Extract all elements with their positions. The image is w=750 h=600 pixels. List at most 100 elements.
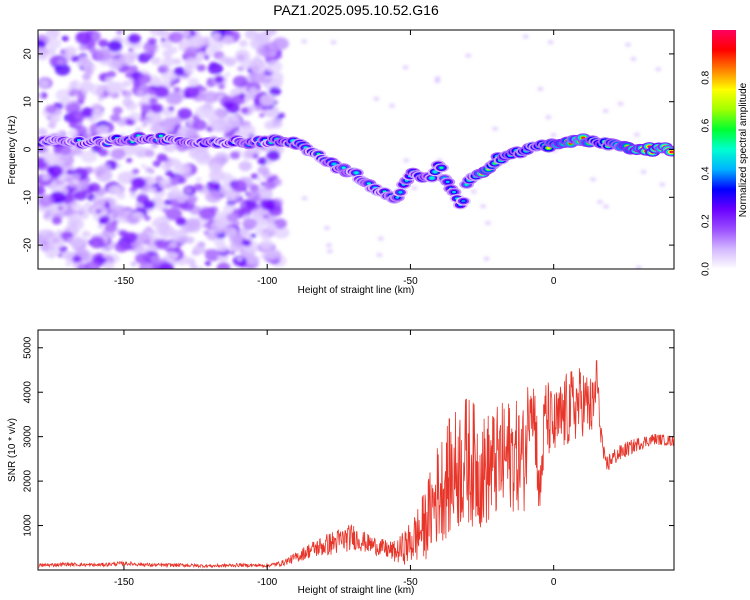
figure-title: PAZ1.2025.095.10.52.G16 [273, 2, 439, 18]
noise-blob [47, 38, 62, 50]
noise-blob [81, 230, 91, 238]
noise-blob [186, 257, 194, 263]
noise-blob [260, 181, 267, 186]
noise-blob [259, 113, 265, 118]
noise-blob [78, 44, 87, 52]
noise-blob [330, 40, 337, 45]
noise-blob [57, 205, 64, 211]
noise-blob [635, 265, 642, 269]
noise-blob [121, 89, 133, 98]
noise-blob [165, 170, 174, 177]
noise-blob [229, 250, 236, 255]
noise-blob [79, 80, 94, 92]
x-tick-label: -150 [114, 276, 134, 287]
noise-blob [232, 75, 249, 88]
noise-blob [107, 40, 123, 52]
noise-blob [221, 35, 235, 45]
noise-blob [247, 190, 261, 201]
noise-blob [204, 249, 214, 256]
noise-blob [196, 52, 205, 59]
noise-blob [130, 261, 138, 267]
noise-blob [137, 73, 152, 85]
noise-blob [264, 181, 277, 190]
colorbar-tick-label: 0.8 [701, 70, 712, 84]
noise-blob [202, 91, 219, 104]
noise-blob [324, 225, 330, 230]
noise-blob [239, 202, 247, 208]
noise-blob [101, 246, 108, 252]
noise-blob [162, 208, 169, 213]
noise-blob [411, 186, 418, 191]
noise-blob [161, 81, 171, 88]
colorbar-tick-label: 0.0 [701, 262, 712, 276]
noise-blob [147, 37, 157, 45]
noise-blob [389, 103, 395, 108]
noise-blob [63, 157, 71, 163]
y-tick-label: 2000 [23, 470, 34, 493]
noise-blob [264, 30, 277, 36]
noise-blob [163, 110, 170, 115]
noise-blob [272, 37, 289, 50]
y-tick-label: -10 [23, 190, 34, 205]
noise-blob [67, 217, 84, 231]
noise-blob [179, 236, 189, 244]
noise-blob [139, 262, 155, 269]
signal-blob [429, 176, 434, 180]
noise-blob [89, 236, 105, 249]
y-tick-label: 5000 [23, 336, 34, 359]
signal-blob [546, 146, 551, 150]
noise-blob [547, 40, 554, 45]
noise-blob [434, 76, 441, 81]
y-tick-label: 20 [23, 48, 34, 60]
noise-blob [149, 123, 163, 134]
noise-blob [266, 159, 273, 165]
noise-blob [204, 261, 212, 266]
noise-blob [545, 115, 552, 120]
noise-blob [173, 164, 185, 174]
noise-blob [237, 257, 243, 262]
noise-blob [108, 185, 121, 196]
noise-blob [242, 218, 258, 230]
noise-blob [57, 253, 64, 258]
noise-blob [143, 52, 151, 58]
noise-blob [89, 84, 106, 96]
noise-blob [46, 166, 55, 173]
noise-blob [168, 106, 175, 112]
noise-blob [250, 233, 257, 238]
noise-blob [402, 65, 409, 70]
noise-blob [53, 158, 65, 167]
noise-blob [142, 200, 156, 210]
noise-blob [172, 58, 182, 65]
noise-blob [153, 85, 170, 98]
noise-blob [275, 53, 282, 59]
noise-blob [480, 204, 486, 209]
noise-blob [135, 126, 143, 133]
noise-blob [143, 118, 151, 125]
noise-blob [160, 37, 166, 43]
noise-blob [249, 184, 260, 193]
noise-blob [169, 199, 179, 207]
noise-blob [239, 93, 246, 99]
noise-blob [205, 190, 223, 203]
noise-blob [238, 207, 252, 218]
noise-blob [250, 37, 266, 50]
noise-blob [193, 249, 201, 256]
signal-blob [354, 171, 359, 174]
signal-blob [398, 191, 403, 194]
noise-blob [659, 182, 666, 187]
noise-blob [537, 86, 544, 91]
noise-blob [625, 42, 631, 47]
noise-blob [250, 173, 259, 180]
signal-blob [452, 190, 456, 194]
noise-blob [266, 223, 278, 232]
noise-blob [218, 83, 226, 90]
noise-blob [72, 255, 82, 263]
noise-blob [326, 249, 333, 254]
noise-blob [186, 196, 197, 204]
signal-blob [669, 150, 674, 154]
noise-blob [175, 175, 182, 181]
noise-blob [53, 147, 62, 154]
noise-blob [159, 178, 174, 190]
noise-blob [65, 261, 72, 267]
noise-blob [150, 57, 162, 65]
